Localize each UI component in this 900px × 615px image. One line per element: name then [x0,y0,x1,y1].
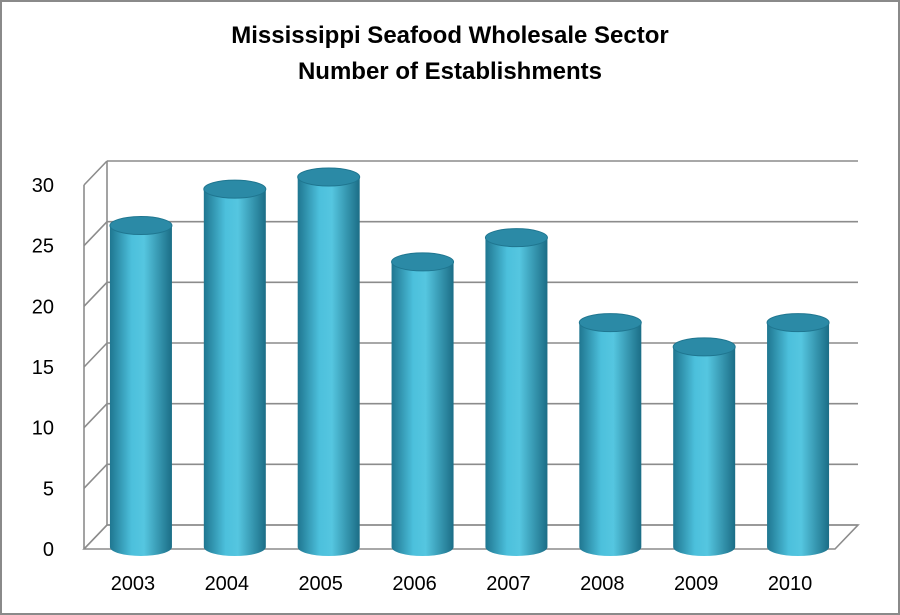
gridline-side [83,160,108,186]
y-tick-label: 20 [32,296,54,318]
x-tick-label: 2010 [768,573,813,595]
bar-top [391,252,455,272]
bars [109,167,830,556]
gridline-side [83,403,108,429]
y-tick-label: 0 [43,539,54,561]
x-axis-tick-labels: 2003 2004 2005 2006 2007 2008 2009 2010 [111,573,813,595]
bar-2004 [203,179,267,556]
gridline-side [83,221,108,247]
bar-2008 [578,313,642,556]
gridline-side [83,463,108,489]
x-tick-label: 2008 [580,573,625,595]
chart-title-line-2: Number of Establishments [297,58,603,85]
bar-top [484,228,548,248]
bar-2005 [297,167,361,556]
x-tick-label: 2003 [111,573,156,595]
bar-2010 [766,313,830,556]
y-axis-tick-labels: 0 5 10 15 20 25 30 [32,175,54,561]
bar-2006 [391,252,455,556]
y-tick-label: 15 [32,357,54,379]
bar-body [485,237,548,556]
bar-body [673,346,736,556]
bar-top [297,167,361,187]
bar-top [766,313,830,333]
bar-body [203,189,266,556]
bar-body [767,322,830,556]
bar-2009 [672,337,736,556]
bar-top [109,216,173,236]
x-tick-label: 2006 [392,573,437,595]
gridlines [82,160,860,550]
bar-body [391,261,454,556]
y-tick-label: 30 [32,175,54,197]
chart-title-line-1: Mississippi Seafood Wholesale Sector [231,22,669,49]
x-tick-label: 2007 [486,573,531,595]
bar-top [672,337,736,357]
bar-2003 [109,216,173,556]
bar-top [203,179,267,199]
bar-body [297,177,360,556]
x-tick-label: 2009 [674,573,719,595]
x-tick-label: 2004 [205,573,250,595]
gridline-side [83,281,108,307]
bar-top [578,313,642,333]
chart-title: Mississippi Seafood Wholesale Sector Num… [2,18,898,90]
bar-body [579,322,642,556]
gridline-side [83,342,108,368]
y-tick-label: 5 [43,478,54,500]
bar-2007 [484,228,548,556]
floor [82,524,860,550]
y-tick-label: 25 [32,236,54,258]
bar-body [109,225,172,556]
x-tick-label: 2005 [298,573,343,595]
y-tick-label: 10 [32,418,54,440]
